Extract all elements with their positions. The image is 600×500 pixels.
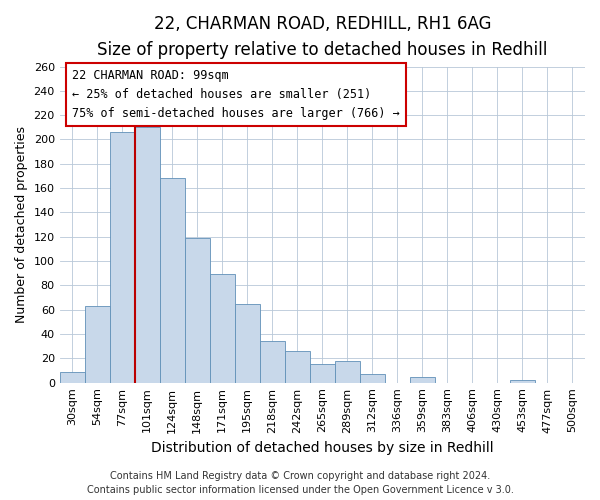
Bar (185, 238, 210, 382)
Text: Contains HM Land Registry data © Crown copyright and database right 2024.
Contai: Contains HM Land Registry data © Crown c… (86, 471, 514, 495)
Bar (160, 178, 185, 382)
Bar (410, 376, 435, 382)
Bar (85, 306, 110, 382)
Bar (360, 374, 385, 382)
Bar (510, 380, 535, 382)
Bar (260, 342, 285, 382)
Bar (59, 372, 85, 382)
X-axis label: Distribution of detached houses by size in Redhill: Distribution of detached houses by size … (151, 441, 494, 455)
Bar (135, 128, 160, 382)
Title: 22, CHARMAN ROAD, REDHILL, RH1 6AG
Size of property relative to detached houses : 22, CHARMAN ROAD, REDHILL, RH1 6AG Size … (97, 15, 548, 60)
Bar (110, 132, 135, 382)
Bar (235, 304, 260, 382)
Bar (285, 351, 310, 382)
Bar (335, 361, 360, 382)
Bar (210, 274, 235, 382)
Y-axis label: Number of detached properties: Number of detached properties (15, 126, 28, 323)
Text: 22 CHARMAN ROAD: 99sqm
← 25% of detached houses are smaller (251)
75% of semi-de: 22 CHARMAN ROAD: 99sqm ← 25% of detached… (72, 69, 400, 120)
Bar (310, 364, 335, 382)
